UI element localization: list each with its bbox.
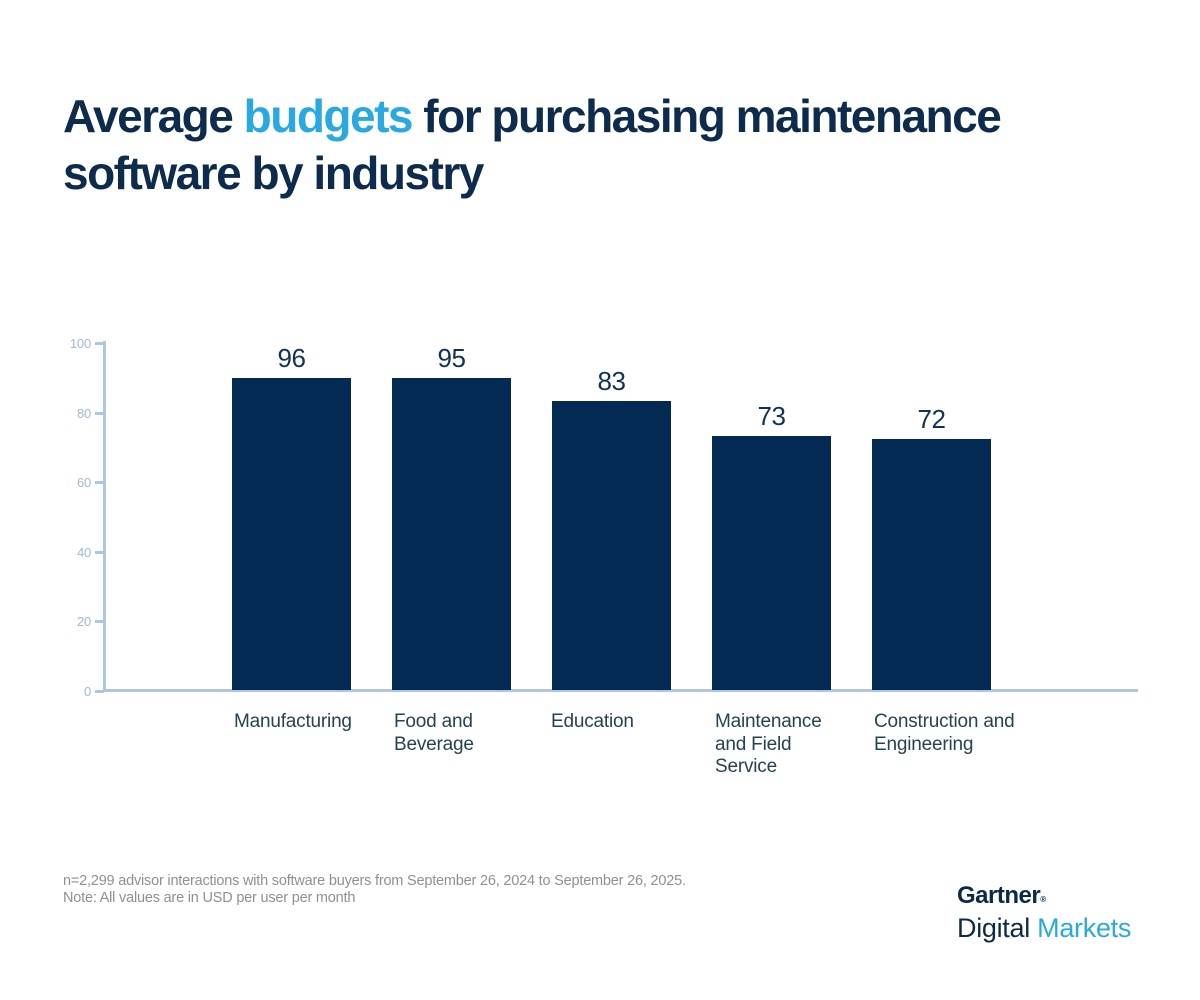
gartner-wordmark: Gartner® xyxy=(957,882,1131,910)
gartner-digital-markets-logo: Gartner® Digital Markets xyxy=(957,882,1131,944)
bar-education xyxy=(552,401,671,690)
y-tick: 40 xyxy=(52,544,104,560)
footnotes: n=2,299 advisor interactions with softwa… xyxy=(63,873,686,906)
y-tick-mark xyxy=(95,480,104,484)
y-tick-mark xyxy=(95,341,104,345)
x-axis xyxy=(103,689,1138,692)
bar-construction-and-engineering xyxy=(872,439,991,690)
y-tick: 80 xyxy=(52,405,104,421)
bar-group-food-and-beverage: 95 xyxy=(392,343,511,690)
y-tick-mark xyxy=(95,619,104,623)
y-tick-label: 80 xyxy=(76,405,91,421)
footnote-sample: n=2,299 advisor interactions with softwa… xyxy=(63,873,686,889)
y-tick-mark xyxy=(95,689,104,693)
y-tick-label: 40 xyxy=(76,544,91,560)
bar-group-construction-and-engineering: 72 xyxy=(872,343,991,690)
footnote-note: Note: All values are in USD per user per… xyxy=(63,889,356,906)
y-tick-label: 100 xyxy=(69,335,91,351)
y-tick: 20 xyxy=(52,613,104,629)
bar-value-label: 73 xyxy=(757,401,786,431)
bar-food-and-beverage xyxy=(392,378,511,690)
bar-value-label: 96 xyxy=(277,343,306,373)
y-tick: 60 xyxy=(52,474,104,490)
category-label-food-and-beverage: Food and Beverage xyxy=(394,711,474,755)
bar-maintenance-and-field-service xyxy=(712,436,831,690)
bar-manufacturing xyxy=(232,378,351,690)
title-accent: budgets xyxy=(243,90,414,142)
y-tick-label: 60 xyxy=(76,474,91,490)
category-label-manufacturing: Manufacturing xyxy=(234,711,352,732)
category-label-education: Education xyxy=(551,711,634,732)
bar-group-maintenance-and-field-service: 73 xyxy=(712,343,831,690)
bar-value-label: 95 xyxy=(437,343,466,373)
y-tick-label: 0 xyxy=(83,683,91,699)
markets-text: Markets xyxy=(1037,913,1132,943)
registered-trademark-icon: ® xyxy=(1040,895,1046,904)
gartner-text: Gartner xyxy=(957,882,1041,909)
y-tick: 100 xyxy=(52,335,104,351)
page-title: Average budgets for purchasing maintenan… xyxy=(63,88,1183,202)
title-part2: for purchasing maintenance software by i… xyxy=(63,90,1002,199)
bar-group-manufacturing: 96 xyxy=(232,343,351,690)
y-axis xyxy=(103,341,106,692)
bar-value-label: 83 xyxy=(597,366,626,396)
y-tick-mark xyxy=(95,550,104,554)
digital-markets-wordmark: Digital Markets xyxy=(957,913,1131,944)
digital-text: Digital xyxy=(957,913,1038,943)
y-tick: 0 xyxy=(52,683,104,699)
title-part1: Average xyxy=(63,90,244,142)
y-tick-label: 20 xyxy=(76,613,91,629)
category-label-construction-and-engineering: Construction and Engineering xyxy=(874,711,1015,755)
bar-group-education: 83 xyxy=(552,343,671,690)
y-tick-mark xyxy=(95,411,104,415)
bar-value-label: 72 xyxy=(917,404,946,434)
category-label-maintenance-and-field-service: Maintenance and Field Service xyxy=(715,711,822,777)
